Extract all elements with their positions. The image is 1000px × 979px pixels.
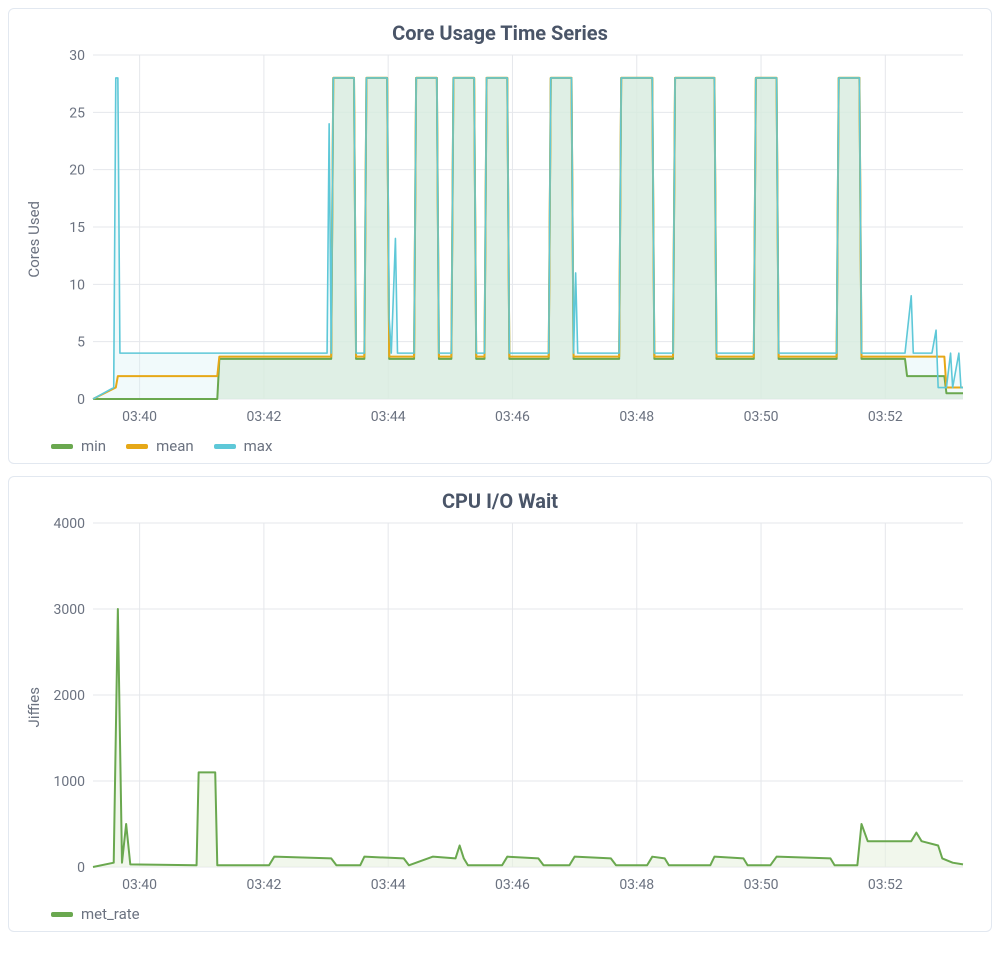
y-tick-label: 0 bbox=[77, 860, 85, 876]
x-tick-label: 03:46 bbox=[495, 877, 530, 893]
legend-label: met_rate bbox=[81, 905, 140, 923]
series-fill-max bbox=[93, 78, 963, 399]
y-tick-label: 10 bbox=[69, 277, 85, 293]
x-tick-label: 03:44 bbox=[371, 877, 406, 893]
chart-panel-core-usage: Core Usage Time Series Cores Used 0 5 10 15 20… bbox=[8, 8, 992, 464]
chart-plot-area[interactable]: 0 1000 2000 3000 4000 03:40 03:42 03:44 03:46 03:… bbox=[45, 517, 977, 897]
y-tick-label: 5 bbox=[77, 335, 85, 351]
x-tick-label: 03:48 bbox=[619, 877, 654, 893]
chart-panel-cpu-io-wait: CPU I/O Wait Jiffies 0 1000 2000 3000 4000 03:4… bbox=[8, 476, 992, 932]
chart-legend: met_rate bbox=[23, 897, 977, 925]
legend-swatch bbox=[51, 912, 73, 917]
x-tick-label: 03:52 bbox=[868, 877, 903, 893]
chart-body: Jiffies0100020003000400003:4003:4203:440… bbox=[23, 517, 977, 897]
legend-item-max[interactable]: max bbox=[214, 437, 273, 455]
x-tick-label: 03:42 bbox=[246, 409, 281, 425]
x-tick-label: 03:50 bbox=[744, 409, 779, 425]
legend-item-min[interactable]: min bbox=[51, 437, 106, 455]
legend-swatch bbox=[51, 444, 73, 449]
x-tick-label: 03:42 bbox=[246, 877, 281, 893]
chart-title: Core Usage Time Series bbox=[23, 21, 977, 45]
chart-plot-area[interactable]: 0 5 10 15 20 25 30 03:40 03:42 03:44 03:46 03:48 03:… bbox=[45, 49, 977, 429]
series-fill-met_rate bbox=[93, 609, 963, 867]
chart-title: CPU I/O Wait bbox=[23, 489, 977, 513]
series-line-met_rate bbox=[93, 609, 963, 867]
y-tick-label: 0 bbox=[77, 392, 85, 408]
y-tick-label: 20 bbox=[69, 163, 85, 179]
y-tick-label: 15 bbox=[69, 220, 85, 236]
x-tick-label: 03:50 bbox=[744, 877, 779, 893]
x-tick-label: 03:40 bbox=[122, 877, 157, 893]
y-tick-label: 1000 bbox=[54, 774, 86, 790]
y-tick-label: 30 bbox=[69, 49, 85, 64]
legend-swatch bbox=[126, 444, 148, 449]
legend-item-met_rate[interactable]: met_rate bbox=[51, 905, 140, 923]
chart-svg: 0 5 10 15 20 25 30 03:40 03:42 03:44 03:46 03:48 03:… bbox=[45, 49, 977, 429]
legend-label: mean bbox=[156, 437, 194, 455]
x-tick-label: 03:46 bbox=[495, 409, 530, 425]
legend-item-mean[interactable]: mean bbox=[126, 437, 194, 455]
series-fill-min bbox=[93, 78, 963, 399]
grid: 0 1000 2000 3000 4000 03:40 03:42 03:44 03:46 03:… bbox=[54, 517, 963, 893]
y-tick-label: 3000 bbox=[54, 602, 86, 618]
series-line-min bbox=[93, 78, 963, 399]
legend-label: max bbox=[244, 437, 273, 455]
x-tick-label: 03:48 bbox=[619, 409, 654, 425]
dashboard-root: Core Usage Time Series Cores Used 0 5 10 15 20… bbox=[8, 8, 992, 932]
x-tick-label: 03:40 bbox=[122, 409, 157, 425]
legend-label: min bbox=[81, 437, 106, 455]
chart-legend: min mean max bbox=[23, 429, 977, 457]
y-tick-label: 4000 bbox=[54, 517, 86, 532]
x-tick-label: 03:44 bbox=[371, 409, 406, 425]
series-line-mean bbox=[93, 78, 963, 399]
y-tick-label: 25 bbox=[69, 105, 85, 121]
y-tick-label: 2000 bbox=[54, 688, 86, 704]
x-tick-label: 03:52 bbox=[868, 409, 903, 425]
chart-svg: 0 1000 2000 3000 4000 03:40 03:42 03:44 03:46 03:… bbox=[45, 517, 977, 897]
series-line-max bbox=[93, 78, 963, 399]
y-axis-label: Cores Used bbox=[23, 201, 45, 278]
chart-body: Cores Used 0 5 10 15 20 25 30 03:40 03:42 03:44 03:… bbox=[23, 49, 977, 429]
y-axis-label: Jiffies bbox=[23, 687, 45, 727]
legend-swatch bbox=[214, 444, 236, 449]
